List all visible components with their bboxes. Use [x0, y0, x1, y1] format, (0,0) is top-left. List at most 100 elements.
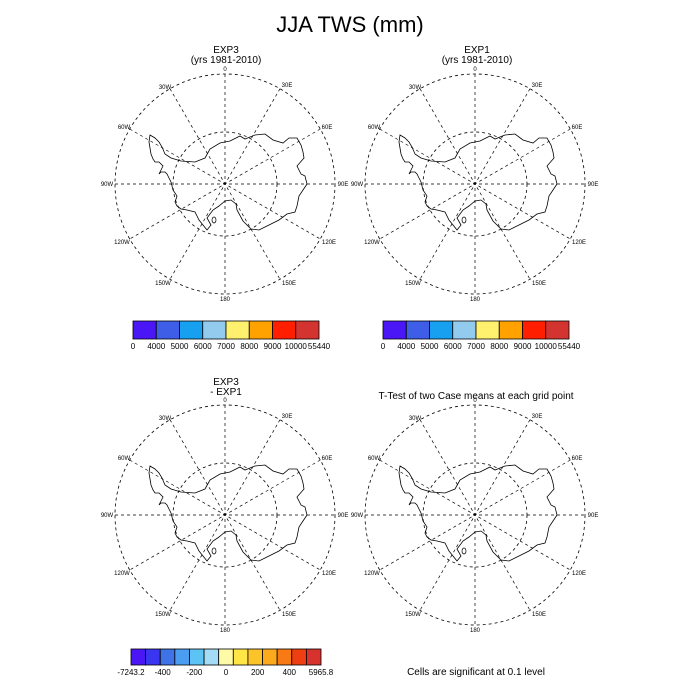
- lon-label: 90E: [338, 513, 349, 519]
- lon-label: 150W: [405, 281, 421, 287]
- lon-label: 150W: [155, 612, 171, 618]
- colorbar-swatch: [291, 648, 307, 666]
- lon-label: 150E: [532, 612, 546, 618]
- lon-label: 30E: [532, 414, 543, 420]
- lon-label: 120W: [114, 240, 130, 246]
- island-outline: [211, 216, 217, 224]
- meridian-labels: 0 30E 60E 90E 120E 150E 180 150W 120W 90…: [351, 67, 599, 303]
- lon-label: 0: [473, 67, 477, 73]
- colorbar-tick-label: 400: [283, 668, 297, 677]
- panel-4-title: T-Test of two Case means at each grid po…: [340, 392, 612, 402]
- colorbar-tick-label: -200: [186, 668, 203, 677]
- meridian-labels: 0 30E 60E 90E 120E 150E 180 150W 120W 90…: [101, 398, 349, 634]
- lon-label: 120E: [322, 571, 336, 577]
- colorbar-swatch: [179, 320, 204, 340]
- colorbar-tick-label: 6000: [444, 342, 462, 351]
- lon-label: 90W: [351, 182, 364, 188]
- colorbar-swatch: [276, 648, 293, 666]
- colorbar-swatch: [498, 320, 523, 340]
- panel-1-title-line1: EXP3: [213, 45, 239, 56]
- island-outline: [461, 216, 467, 224]
- colorbar-swatch: [248, 320, 273, 340]
- colorbar-panel-1: 0 4000 5000 6000 7000 8000 9000 10000 55440: [131, 320, 331, 351]
- colorbar-swatch: [174, 648, 190, 666]
- colorbar-swatch: [203, 648, 220, 666]
- colorbar-swatch: [262, 648, 278, 666]
- colorbar-swatch: [295, 320, 320, 340]
- colorbar-tick-label: 9000: [514, 342, 532, 351]
- colorbar-swatch: [382, 320, 407, 340]
- lon-label: 30E: [532, 83, 543, 89]
- lon-label: 0: [223, 398, 227, 404]
- lon-label: 90E: [338, 182, 349, 188]
- lon-label: 0: [473, 398, 477, 404]
- island-outline: [461, 547, 467, 555]
- colorbar-panel-2: 0 4000 5000 6000 7000 8000 9000 10000 55440: [381, 320, 581, 351]
- lon-label: 90W: [101, 182, 114, 188]
- lon-label: 30W: [409, 416, 422, 422]
- colorbar-tick-label: 5965.8: [309, 668, 334, 677]
- colorbar-tick-label: 7000: [467, 342, 485, 351]
- lon-label: 150E: [282, 612, 296, 618]
- lon-label: 60E: [322, 456, 333, 462]
- lon-label: 180: [220, 297, 231, 303]
- colorbar-tick-label: 5000: [171, 342, 189, 351]
- lon-label: 120W: [364, 240, 380, 246]
- colorbar-swatch: [429, 320, 454, 340]
- panel-3-title-line2: - EXP1: [210, 387, 242, 398]
- colorbar-tick-label: 6000: [194, 342, 212, 351]
- colorbar-tick-label: 9000: [264, 342, 282, 351]
- panel-1-title: EXP3 (yrs 1981-2010): [126, 46, 326, 66]
- meridian-labels: 0 30E 60E 90E 120E 150E 180 150W 120W 90…: [351, 398, 599, 634]
- colorbar-swatch: [452, 320, 477, 340]
- significance-note: Cells are significant at 0.1 level: [407, 667, 545, 678]
- lon-label: 150W: [155, 281, 171, 287]
- colorbar-swatch: [145, 648, 161, 666]
- lon-label: 30W: [409, 85, 422, 91]
- colorbar-tick-label: 10000: [285, 342, 308, 351]
- lon-label: 150E: [282, 281, 296, 287]
- colorbar-swatch: [475, 320, 500, 340]
- meridian-labels: 0 30E 60E 90E 120E 150E 180 150W 120W 90…: [101, 67, 349, 303]
- colorbar-swatch: [247, 648, 263, 666]
- lon-label: 150W: [405, 612, 421, 618]
- colorbar-swatch: [225, 320, 250, 340]
- colorbar-swatch: [272, 320, 297, 340]
- lon-label: 30W: [159, 416, 172, 422]
- lon-label: 90W: [351, 513, 364, 519]
- panel-2-title-line2: (yrs 1981-2010): [441, 55, 513, 66]
- lon-label: 60W: [368, 125, 381, 131]
- colorbar-swatch: [522, 320, 547, 340]
- lon-label: 120E: [572, 240, 586, 246]
- lon-label: 30W: [159, 85, 172, 91]
- colorbar-swatch: [545, 320, 570, 340]
- lon-label: 60W: [118, 456, 131, 462]
- lon-label: 90E: [588, 513, 599, 519]
- map-panel-1: 0 30E 60E 90E 120E 150E 180 150W 120W 90…: [101, 67, 349, 303]
- colorbar-tick-label: 4000: [397, 342, 415, 351]
- lon-label: 60W: [368, 456, 381, 462]
- lon-label: 0: [223, 67, 227, 73]
- colorbar-tick-label: 55440: [308, 342, 331, 351]
- map-panel-2: 0 30E 60E 90E 120E 150E 180 150W 120W 90…: [351, 67, 599, 303]
- colorbar-swatch: [405, 320, 430, 340]
- lon-label: 30E: [282, 414, 293, 420]
- lon-label: 120W: [114, 571, 130, 577]
- lon-label: 180: [470, 628, 481, 634]
- colorbar-tick-label: 10000: [535, 342, 558, 351]
- colorbar-swatch: [130, 648, 147, 666]
- lon-label: 90W: [101, 513, 114, 519]
- colorbar-swatch: [232, 648, 249, 666]
- panel-3-title-line1: EXP3: [213, 377, 239, 388]
- panel-2-title-line1: EXP1: [464, 45, 490, 56]
- panel-3-title: EXP3 - EXP1: [126, 378, 326, 398]
- colorbar-tick-label: 8000: [490, 342, 508, 351]
- colorbar-tick-label: 8000: [240, 342, 258, 351]
- lon-label: 150E: [532, 281, 546, 287]
- panel-1-title-line2: (yrs 1981-2010): [190, 55, 262, 66]
- lon-label: 60E: [572, 456, 583, 462]
- lon-label: 180: [220, 628, 231, 634]
- lon-label: 120E: [322, 240, 336, 246]
- colorbar-tick-label: 0: [224, 668, 229, 677]
